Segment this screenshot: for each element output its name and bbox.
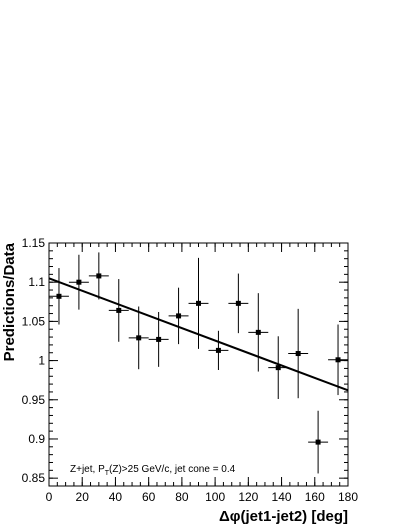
x-tick-label: 60 bbox=[142, 490, 156, 504]
axis-ticks bbox=[48, 242, 349, 487]
data-point bbox=[335, 357, 341, 363]
x-tick-label: 0 bbox=[46, 490, 53, 504]
y-tick-label: 0.95 bbox=[22, 393, 46, 407]
data-point bbox=[196, 300, 201, 306]
error-bars bbox=[49, 252, 348, 474]
x-tick-label: 160 bbox=[305, 490, 325, 504]
x-tick-label: 40 bbox=[109, 490, 123, 504]
data-point bbox=[76, 279, 82, 285]
y-tick-labels: 0.85 0.9 0.95 1 1.05 1.1 1.15 bbox=[22, 236, 46, 485]
x-tick-label: 140 bbox=[272, 490, 292, 504]
x-tick-label: 20 bbox=[76, 490, 90, 504]
data-point bbox=[275, 365, 281, 371]
x-tick-label: 80 bbox=[175, 490, 189, 504]
y-axis-title: Predictions/Data bbox=[1, 242, 18, 361]
data-point bbox=[315, 439, 321, 445]
x-tick-label: 180 bbox=[338, 490, 358, 504]
data-point bbox=[235, 300, 241, 306]
x-axis-title: Δφ(jet1-jet2) [deg] bbox=[219, 508, 348, 525]
data-point bbox=[176, 313, 182, 319]
y-tick-label: 1.1 bbox=[28, 275, 45, 289]
data-point bbox=[295, 351, 301, 357]
data-point bbox=[96, 273, 102, 279]
annotation-sub: T bbox=[105, 470, 110, 477]
data-point bbox=[136, 335, 142, 341]
annotation-pre: Z+jet, P bbox=[70, 464, 105, 475]
y-tick-label: 0.85 bbox=[22, 471, 46, 485]
data-markers bbox=[56, 273, 341, 445]
x-tick-label: 120 bbox=[238, 490, 258, 504]
data-point bbox=[156, 336, 162, 342]
annotation-post: (Z)>25 GeV/c, jet cone = 0.4 bbox=[109, 464, 236, 475]
annotation: Z+jet, PT(Z)>25 GeV/c, jet cone = 0.4 bbox=[70, 464, 236, 477]
data-point bbox=[255, 329, 261, 335]
data-point bbox=[215, 347, 221, 353]
x-tick-labels: 0 20 40 60 80 100 120 140 160 180 bbox=[46, 490, 359, 504]
x-tick-label: 100 bbox=[205, 490, 225, 504]
data-point bbox=[116, 307, 122, 313]
fit-line bbox=[48, 277, 349, 392]
y-tick-label: 1.05 bbox=[22, 314, 46, 328]
y-tick-label: 0.9 bbox=[28, 432, 45, 446]
y-tick-label: 1 bbox=[38, 354, 45, 368]
y-tick-label: 1.15 bbox=[22, 236, 46, 250]
data-point bbox=[56, 293, 62, 299]
